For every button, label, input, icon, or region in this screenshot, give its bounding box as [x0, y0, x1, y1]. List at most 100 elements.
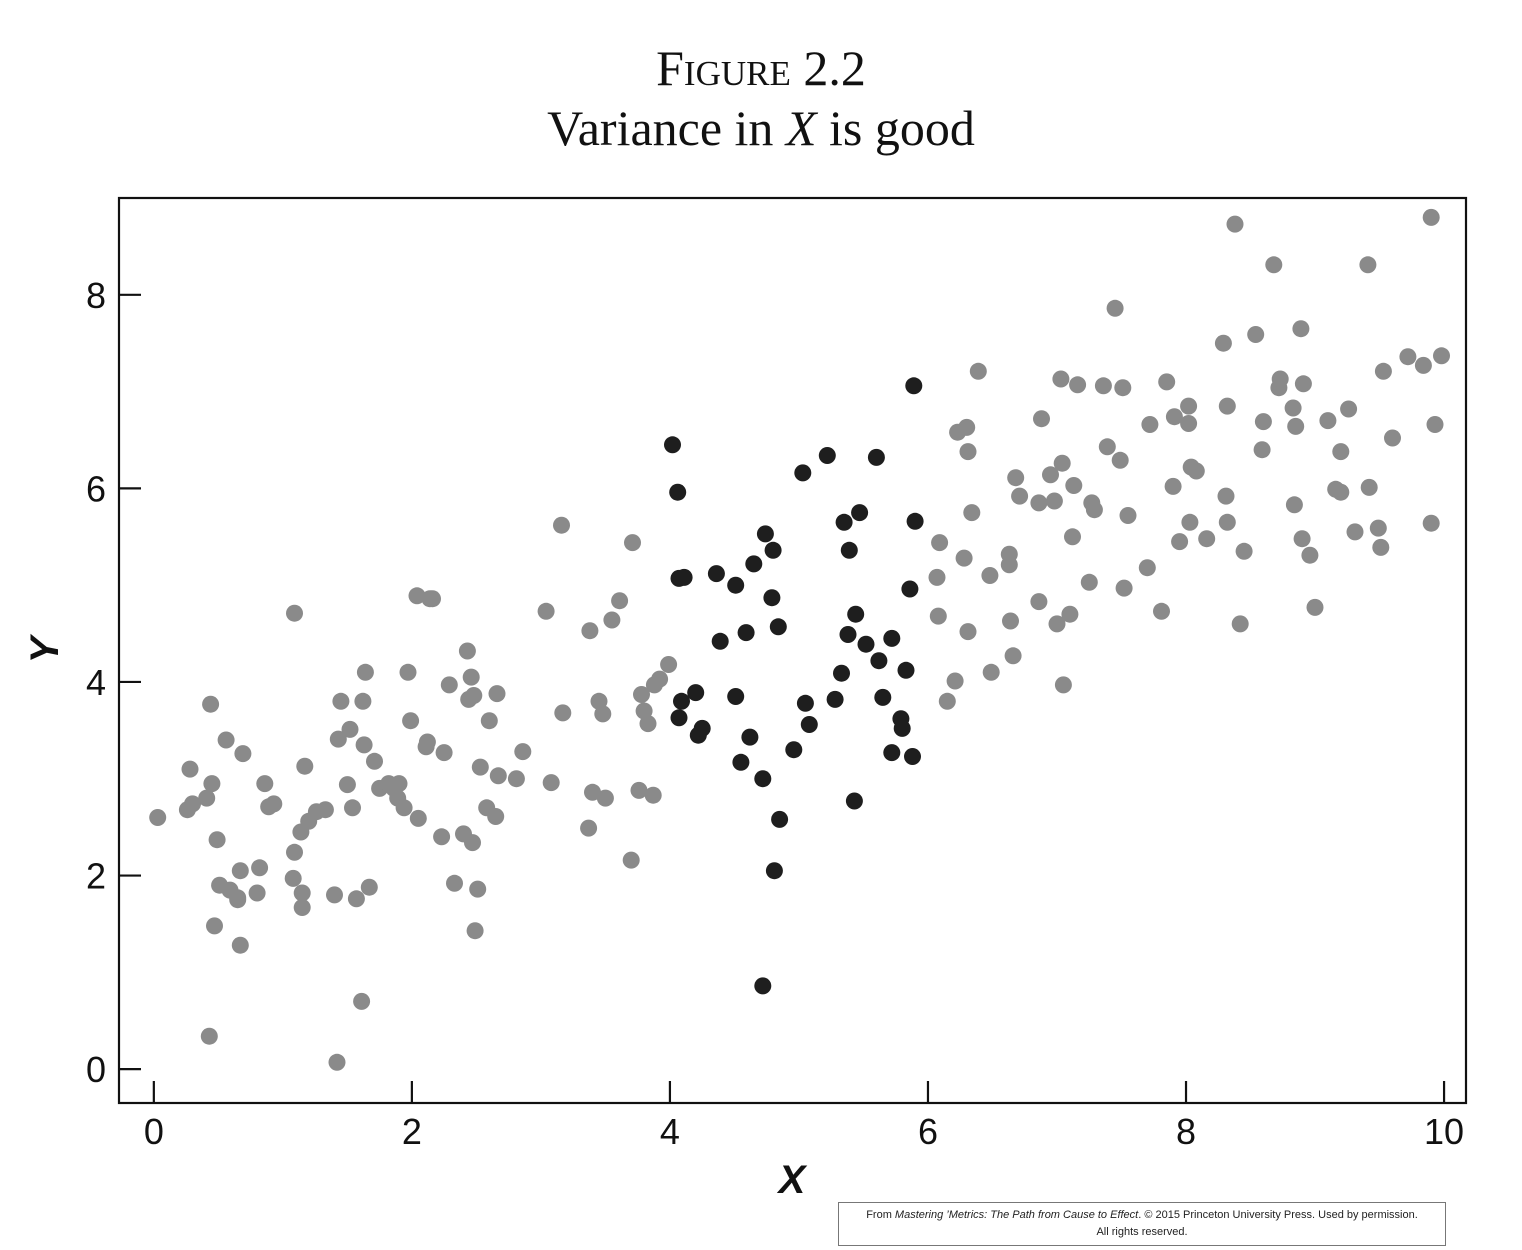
- data-point-gray: [959, 623, 977, 641]
- data-point-dark: [874, 688, 892, 706]
- data-point-gray: [1359, 256, 1377, 274]
- data-point-dark: [673, 692, 690, 710]
- data-point-gray: [202, 695, 220, 713]
- data-point-gray: [1165, 408, 1183, 426]
- data-point-gray: [624, 534, 641, 552]
- data-point-gray: [537, 602, 555, 620]
- data-point-dark: [845, 792, 863, 810]
- data-point-dark: [851, 504, 869, 522]
- figure-label: Figure 2.2: [656, 40, 866, 96]
- data-point-dark: [840, 541, 858, 559]
- data-point-gray: [928, 568, 946, 586]
- data-point-gray: [1247, 326, 1265, 343]
- data-point-gray: [1226, 215, 1244, 233]
- data-point-dark: [883, 629, 901, 647]
- data-point-gray: [464, 834, 481, 852]
- credit-line-1: From Mastering ’Metrics: The Path from C…: [839, 1207, 1445, 1224]
- data-point-gray: [1422, 208, 1440, 226]
- data-point-gray: [1187, 462, 1205, 480]
- data-point-gray: [1111, 451, 1129, 469]
- data-point-gray: [229, 891, 247, 909]
- data-point-gray: [458, 642, 476, 660]
- data-point-gray: [203, 775, 221, 793]
- data-point-dark: [857, 635, 875, 653]
- data-point-gray: [1114, 379, 1132, 397]
- data-point-gray: [231, 936, 249, 954]
- data-point-dark: [800, 716, 818, 733]
- data-point-gray: [1164, 477, 1182, 495]
- data-point-gray: [206, 917, 223, 935]
- data-point-gray: [1042, 466, 1059, 484]
- data-point-gray: [1138, 559, 1156, 577]
- data-point-gray: [208, 831, 226, 849]
- y-tick-label: 6: [86, 468, 106, 509]
- data-point-dark: [906, 512, 924, 530]
- data-point-gray: [465, 687, 483, 704]
- x-axis-label: X: [777, 1158, 808, 1202]
- data-point-gray: [981, 567, 999, 584]
- credit-prefix: From: [866, 1209, 895, 1221]
- data-point-gray: [1372, 538, 1390, 556]
- data-point-dark: [707, 565, 725, 583]
- data-point-gray: [969, 362, 987, 380]
- data-point-gray: [198, 789, 216, 807]
- data-point-gray: [553, 516, 570, 534]
- data-point-gray: [1153, 602, 1170, 620]
- data-point-gray: [644, 786, 662, 804]
- data-point-gray: [1293, 530, 1311, 548]
- data-point-gray: [326, 886, 343, 904]
- data-point-dark: [732, 753, 750, 771]
- data-point-gray: [955, 549, 973, 567]
- data-point-gray: [639, 715, 657, 733]
- data-point-gray: [293, 884, 311, 902]
- data-point-gray: [1301, 546, 1319, 564]
- data-point-gray: [1094, 377, 1112, 395]
- data-point-dark: [905, 377, 923, 395]
- data-point-gray: [1098, 438, 1116, 456]
- data-point-gray: [1218, 397, 1236, 415]
- data-point-dark: [711, 632, 729, 650]
- data-point-dark: [839, 626, 857, 643]
- data-point-gray: [1214, 334, 1232, 352]
- data-point-gray: [471, 758, 489, 776]
- y-axis-ticks: 0 2 4 6 8: [86, 275, 141, 1090]
- data-point-dark: [847, 605, 865, 623]
- figure-title: Figure 2.2 Variance in X is good: [0, 38, 1522, 158]
- x-tick-label: 8: [1176, 1111, 1196, 1152]
- data-point-gray: [418, 733, 436, 751]
- data-point-gray: [1000, 556, 1018, 574]
- data-point-gray: [181, 760, 199, 778]
- data-point-gray: [1085, 501, 1103, 519]
- data-point-gray: [296, 757, 314, 775]
- data-point-gray: [390, 775, 408, 793]
- data-point-gray: [344, 799, 361, 817]
- data-point-dark: [670, 709, 688, 727]
- data-points: [149, 208, 1450, 1071]
- data-point-gray: [1235, 542, 1253, 560]
- data-point-gray: [316, 801, 334, 819]
- data-point-gray: [931, 534, 949, 552]
- data-point-gray: [329, 730, 347, 748]
- x-tick-label: 6: [918, 1111, 938, 1152]
- data-point-dark: [897, 661, 915, 679]
- x-tick-label: 0: [144, 1111, 164, 1152]
- y-tick-label: 2: [86, 856, 106, 897]
- data-point-gray: [284, 869, 302, 887]
- y-axis-label: Y: [23, 633, 67, 663]
- data-point-gray: [293, 899, 311, 916]
- data-point-gray: [1045, 492, 1063, 510]
- data-point-gray: [581, 622, 599, 640]
- data-point-dark: [764, 541, 782, 559]
- data-point-gray: [466, 922, 484, 940]
- data-point-gray: [347, 890, 365, 908]
- data-point-gray: [265, 795, 283, 813]
- data-point-gray: [328, 1053, 346, 1071]
- data-point-gray: [1433, 347, 1450, 365]
- data-point-gray: [1374, 362, 1392, 380]
- data-point-gray: [1231, 615, 1249, 633]
- data-point-gray: [1004, 647, 1022, 665]
- data-point-gray: [584, 783, 601, 801]
- data-point-gray: [1065, 477, 1083, 494]
- data-point-dark: [741, 728, 759, 746]
- data-point-dark: [771, 810, 789, 828]
